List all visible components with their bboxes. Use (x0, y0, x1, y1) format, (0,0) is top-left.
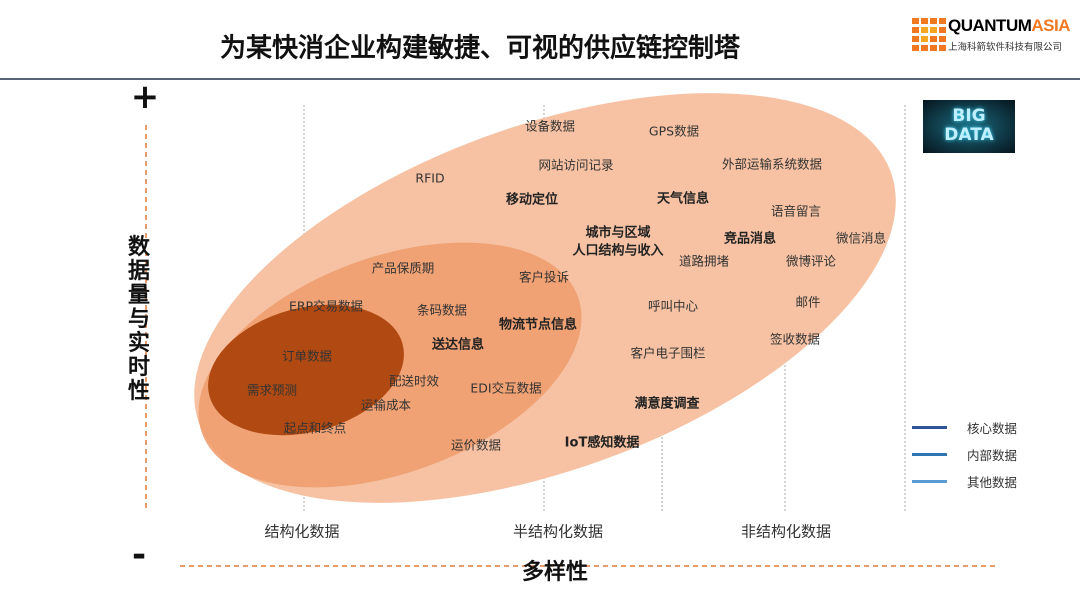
legend-swatch (912, 426, 947, 429)
legend-item: 内部数据 (912, 445, 1017, 464)
badge-line: DATA (944, 125, 994, 145)
data-item: 设备数据 (524, 118, 576, 134)
data-item: 微信消息 (835, 230, 887, 246)
data-item: 城市与区域 (585, 225, 651, 241)
logo-text-accent: ASIA (1031, 16, 1071, 35)
data-item: 订单数据 (281, 348, 333, 364)
logo: QUANTUMASIA 上海科箭软件科技有限公司 (912, 16, 1072, 56)
y-axis-plus: + (130, 77, 160, 117)
big-data-image: BIG DATA (923, 100, 1015, 153)
x-category: 结构化数据 (264, 522, 340, 541)
data-item: 天气信息 (656, 191, 710, 207)
data-item: 微博评论 (785, 253, 837, 269)
legend-item: 其他数据 (912, 472, 1017, 491)
data-item: 需求预测 (246, 382, 298, 398)
data-item: 语音留言 (770, 203, 822, 219)
data-item: 道路拥堵 (678, 253, 730, 269)
y-axis-minus: - (131, 535, 147, 575)
data-item: ERP交易数据 (288, 298, 364, 314)
logo-text: QUANTUM (948, 16, 1032, 35)
legend-item: 核心数据 (912, 418, 1017, 437)
data-item: EDI交互数据 (470, 380, 542, 396)
data-item: 竞品消息 (723, 231, 777, 247)
legend-label: 核心数据 (967, 421, 1018, 436)
legend-swatch (912, 453, 947, 456)
logo-subtitle: 上海科箭软件科技有限公司 (948, 42, 1063, 53)
x-category: 非结构化数据 (740, 522, 832, 541)
data-item: 移动定位 (505, 192, 559, 208)
data-item: 产品保质期 (371, 260, 435, 276)
badge-line: BIG (952, 106, 986, 126)
x-category: 半结构化数据 (512, 522, 604, 541)
data-item: 满意度调查 (634, 396, 700, 412)
legend-label: 其他数据 (967, 475, 1018, 490)
data-item: 条码数据 (416, 302, 468, 318)
x-axis-label: 多样性 (521, 560, 589, 585)
logo-grid-icon (912, 18, 946, 51)
page-title: 为某快消企业构建敏捷、可视的供应链控制塔 (219, 33, 741, 64)
data-item: 人口结构与收入 (572, 243, 664, 259)
data-item: 网站访问记录 (538, 157, 614, 173)
data-item: RFID (415, 170, 445, 186)
y-axis-label: 数据量与实时性 (128, 235, 151, 404)
data-item: 运输成本 (360, 397, 412, 413)
data-item: 起点和终点 (283, 420, 347, 436)
data-item: 呼叫中心 (647, 298, 699, 314)
legend-swatch (912, 480, 947, 483)
inner-ellipse (208, 304, 404, 436)
data-item: 物流节点信息 (498, 317, 578, 333)
data-item: 送达信息 (431, 337, 485, 353)
data-item: 邮件 (795, 294, 821, 310)
data-item: 运价数据 (450, 437, 502, 453)
data-item: 外部运输系统数据 (721, 156, 823, 172)
legend-label: 内部数据 (967, 448, 1018, 463)
data-item: 签收数据 (769, 331, 821, 347)
data-item: 客户投诉 (518, 269, 570, 285)
data-item: 客户电子围栏 (630, 345, 706, 361)
data-item: IoT感知数据 (564, 435, 640, 451)
data-item: GPS数据 (648, 123, 700, 139)
header-divider (0, 78, 1080, 80)
data-item: 配送时效 (388, 373, 440, 389)
